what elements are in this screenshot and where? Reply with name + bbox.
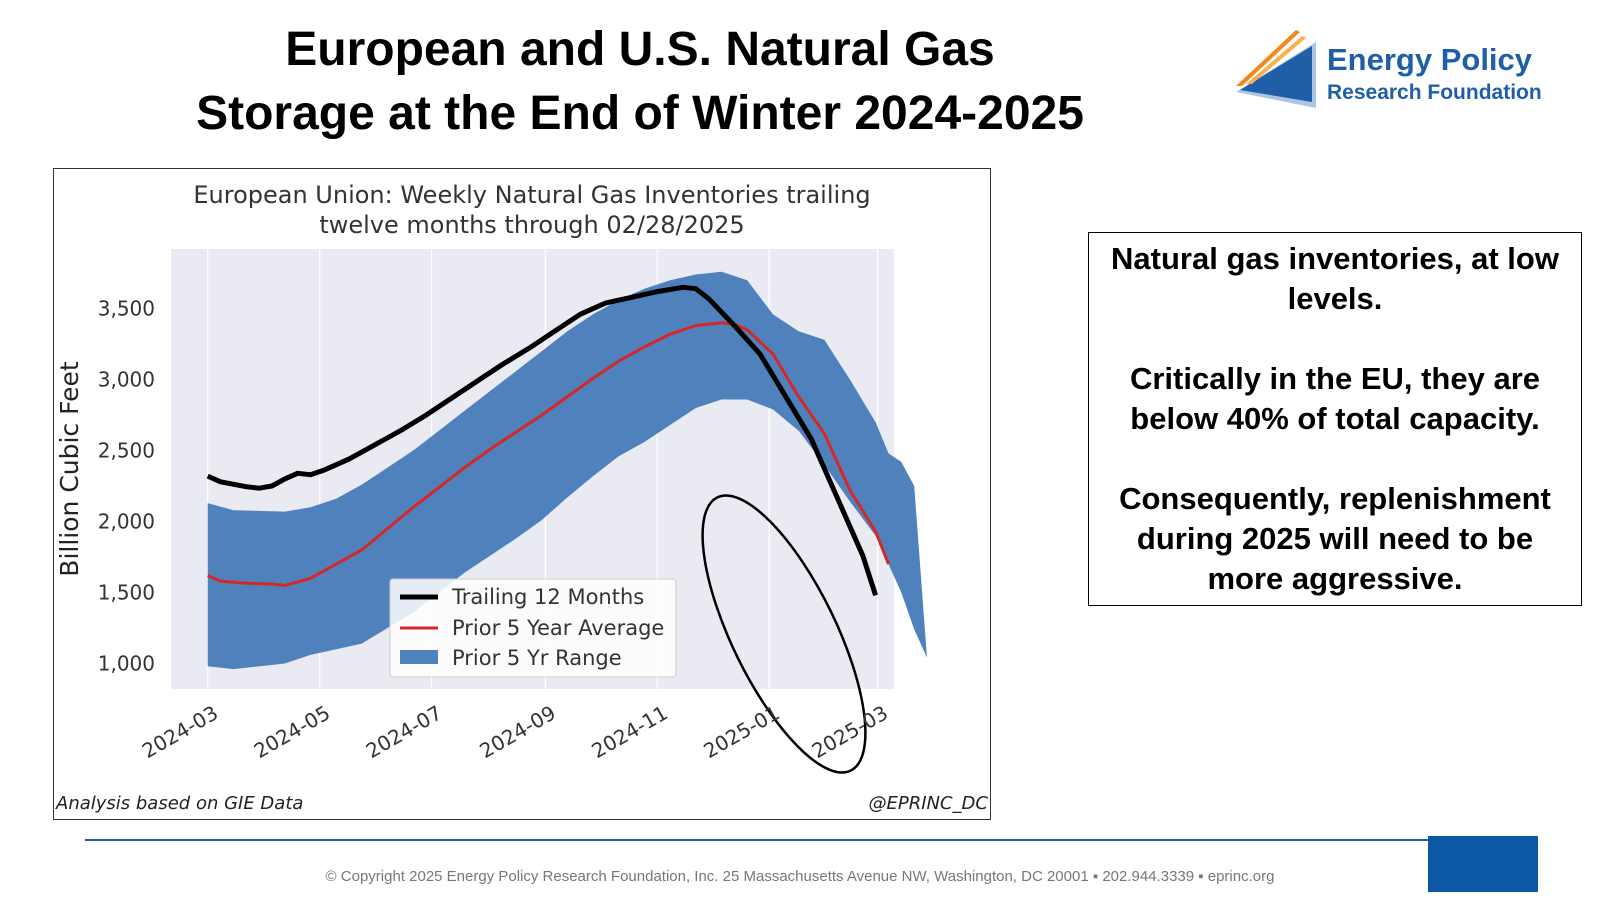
- twitter-handle: @EPRINC_DC: [868, 793, 988, 814]
- inventory-chart: European Union: Weekly Natural Gas Inven…: [55, 181, 927, 774]
- callout-point-3: Consequently, replenishment during 2025 …: [1119, 481, 1551, 596]
- legend-label-trailing: Trailing 12 Months: [451, 585, 644, 609]
- data-source-note: Analysis based on GIE Data: [56, 793, 304, 814]
- y-tick-label-3000: 3,000: [98, 368, 155, 392]
- slide-title: European and U.S. Natural Gas Storage at…: [90, 18, 1190, 146]
- legend-box: [389, 578, 677, 678]
- x-tick-label-2025-01: 2025-01: [699, 701, 783, 764]
- trailing-12-months-line: [206, 284, 878, 597]
- callout-point-2: Critically in the EU, they are below 40%…: [1129, 361, 1541, 436]
- slide-title-line-2: Storage at the End of Winter 2024-2025: [196, 87, 1084, 140]
- chart-title-line-2: twelve months through 02/28/2025: [319, 211, 744, 239]
- x-tick-label-2024-05: 2024-05: [250, 701, 334, 764]
- slide-title-line-1: European and U.S. Natural Gas: [285, 23, 995, 76]
- prior-5yr-average-line: [207, 321, 890, 587]
- chevron-triangle-logo-icon: [1236, 30, 1316, 108]
- logo-text-line-1: Energy Policy: [1327, 42, 1533, 77]
- logo-text-line-2: Research Foundation: [1327, 81, 1542, 104]
- x-tick-label-2024-11: 2024-11: [587, 701, 671, 764]
- x-tick-label-2024-07: 2024-07: [362, 701, 446, 764]
- callout-box: Natural gas inventories, at low levels. …: [1088, 232, 1582, 606]
- eprf-logo: Energy Policy Research Foundation: [1232, 24, 1592, 116]
- y-tick-label-3500: 3,500: [98, 297, 155, 321]
- x-tick-label-2024-09: 2024-09: [475, 701, 559, 764]
- footer-accent-box: [1428, 836, 1538, 892]
- legend-label-average: Prior 5 Year Average: [452, 616, 664, 640]
- legend-swatch-range: [400, 650, 438, 664]
- y-tick-label-1000: 1,000: [98, 651, 155, 675]
- prior-5yr-range-area: [207, 271, 927, 670]
- legend-label-range: Prior 5 Yr Range: [452, 646, 622, 670]
- x-axis: 2024-03 2024-05 2024-07 2024-09 2024-11 2025-…: [138, 701, 892, 764]
- y-axis-label: Billion Cubic Feet: [55, 361, 84, 577]
- callout-point-1: Natural gas inventories, at low levels.: [1111, 241, 1559, 316]
- x-tick-label-2024-03: 2024-03: [138, 701, 222, 764]
- y-tick-label-2000: 2,000: [98, 510, 155, 534]
- chart-frame: European Union: Weekly Natural Gas Inven…: [53, 168, 991, 820]
- y-axis: 1,000 1,500 2,000 2,500 3,000 3,500: [98, 297, 155, 676]
- drawdown-annotation-ellipse: [701, 494, 867, 774]
- y-tick-label-1500: 1,500: [98, 580, 155, 604]
- y-tick-label-2500: 2,500: [98, 439, 155, 463]
- chart-legend: Trailing 12 Months Prior 5 Year Average …: [389, 578, 677, 678]
- footer-copyright: © Copyright 2025 Energy Policy Research …: [325, 868, 1275, 885]
- chart-title-line-1: European Union: Weekly Natural Gas Inven…: [193, 181, 870, 209]
- x-tick-label-2025-03: 2025-03: [808, 701, 892, 764]
- footer-divider: [85, 839, 1535, 841]
